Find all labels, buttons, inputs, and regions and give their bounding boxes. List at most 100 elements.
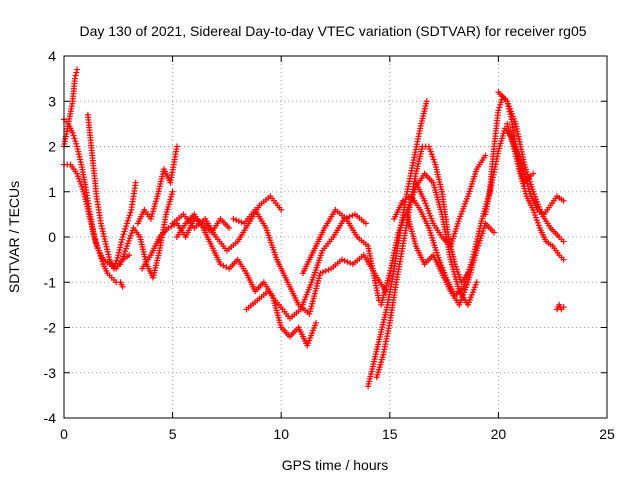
data-point (147, 236, 162, 259)
series-track-w (554, 301, 567, 313)
data-point (119, 223, 130, 240)
data-point (106, 256, 116, 270)
data-point (252, 281, 266, 295)
series-track-l (299, 206, 382, 304)
data-point (71, 69, 80, 82)
data-point (278, 206, 285, 213)
data-point (132, 179, 139, 186)
data-point (160, 166, 173, 184)
data-point (512, 120, 527, 166)
data-point (343, 215, 359, 238)
y-tick-label: -1 (44, 274, 57, 290)
data-point (328, 258, 343, 272)
data-point (365, 243, 382, 301)
data-point (167, 146, 180, 186)
data-point (87, 215, 99, 247)
data-point (310, 227, 327, 254)
data-point (412, 145, 425, 177)
data-point (430, 252, 444, 274)
series-track-d (84, 111, 139, 272)
data-point (93, 193, 104, 224)
series-track-e (117, 188, 176, 281)
data-point (447, 256, 462, 292)
data-point (378, 304, 391, 336)
data-point (482, 220, 496, 234)
data-point (74, 66, 81, 73)
series-track-v (495, 89, 567, 245)
data-point (321, 209, 338, 231)
data-point (456, 281, 471, 308)
data-point (306, 272, 323, 317)
data-point (202, 215, 218, 238)
data-point (530, 170, 537, 177)
data-point (173, 143, 180, 150)
data-point (297, 281, 314, 313)
data-point (504, 120, 516, 147)
data-point (430, 179, 445, 215)
y-tick-label: 1 (48, 184, 56, 200)
data-point (547, 224, 561, 239)
y-axis-label: SDTVAR / TECUs (6, 181, 22, 293)
data-point (147, 195, 160, 222)
data-point (165, 221, 178, 231)
data-point (456, 195, 471, 222)
data-point (308, 250, 325, 286)
data-point (100, 256, 111, 266)
tick-layer: -4 -3 -2 -1 0 1 2 3 4 0 5 10 15 20 25 (44, 48, 615, 442)
data-point (317, 266, 332, 277)
data-point (352, 211, 367, 225)
data-point (549, 243, 561, 256)
y-tick-label: 2 (48, 139, 56, 155)
x-tick-label: 10 (273, 426, 289, 442)
data-point (312, 319, 319, 326)
data-point (126, 252, 133, 259)
series-track-r (412, 152, 489, 250)
data-point (373, 354, 386, 381)
data-point (362, 220, 369, 227)
data-point (560, 197, 567, 204)
series-track-q (404, 211, 498, 308)
data-point (404, 211, 419, 247)
data-point (115, 236, 126, 259)
data-point (265, 288, 281, 306)
series-track-f (134, 143, 180, 227)
data-point (495, 127, 508, 155)
data-point (521, 161, 536, 193)
y-tick-label: -3 (44, 365, 57, 381)
data-point (349, 253, 365, 268)
data-point (430, 220, 444, 238)
data-point (110, 254, 121, 272)
data-point (380, 322, 393, 358)
data-point (464, 168, 479, 200)
data-point (464, 250, 480, 286)
data-point (491, 229, 498, 236)
data-point (84, 111, 95, 157)
x-tick-label: 15 (382, 426, 398, 442)
data-point (234, 256, 248, 274)
data-point (241, 209, 257, 227)
y-tick-label: 3 (48, 93, 56, 109)
chart-title: Day 130 of 2021, Sidereal Day-to-day VTE… (79, 23, 586, 39)
data-point (139, 254, 153, 272)
data-point (252, 206, 268, 229)
data-point (438, 270, 453, 293)
x-tick-label: 5 (169, 426, 177, 442)
data-point (425, 224, 440, 256)
data-point (156, 226, 170, 240)
data-point (226, 224, 233, 231)
data-point (89, 152, 100, 197)
data-point (482, 182, 495, 218)
data-point (410, 128, 423, 164)
data-point (530, 206, 542, 229)
data-point (230, 215, 245, 226)
series-track-k (243, 211, 369, 322)
data-point (74, 170, 86, 193)
data-point (169, 213, 185, 227)
x-tick-label: 20 (491, 426, 507, 442)
data-point (495, 89, 509, 103)
data-point (304, 322, 318, 349)
data-point (482, 152, 489, 159)
data-point (332, 206, 348, 221)
series-track-c (61, 161, 133, 272)
